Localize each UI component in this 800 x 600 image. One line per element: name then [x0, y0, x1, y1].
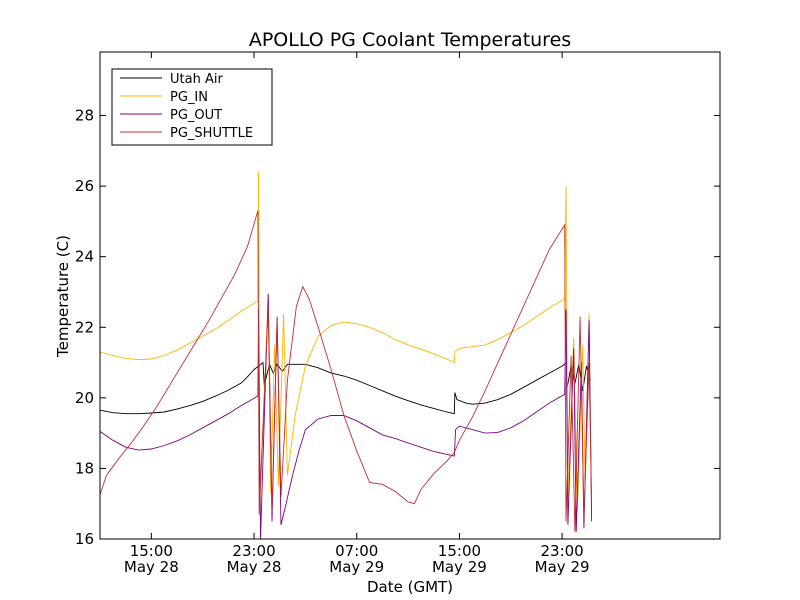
y-tick-label: 26: [75, 177, 94, 195]
x-tick-date-label: May 29: [535, 558, 590, 576]
series-layer: [100, 171, 593, 539]
legend: Utah Air PG_IN PG_OUT PG_SHUTTLE: [111, 68, 273, 146]
y-tick-label: 18: [75, 459, 94, 477]
legend-label: Utah Air: [170, 72, 223, 87]
y-axis-ticks: 16 18 20 22 24 26 28: [75, 107, 720, 548]
y-tick-label: 16: [75, 530, 94, 548]
y-axis-label: Temperature (C): [54, 235, 72, 358]
x-tick-time-label: 23:00: [232, 542, 275, 560]
legend-label: PG_OUT: [170, 108, 222, 123]
y-tick-label: 28: [75, 107, 94, 125]
x-tick-date-label: May 29: [329, 558, 384, 576]
series-line-pg-out: [100, 293, 593, 539]
x-tick-date-label: May 28: [124, 558, 179, 576]
legend-label: PG_IN: [170, 90, 208, 105]
chart-title: APOLLO PG Coolant Temperatures: [249, 29, 571, 51]
x-tick-time-label: 15:00: [130, 542, 173, 560]
series-line-pg-shuttle: [100, 210, 593, 532]
x-tick-time-label: 15:00: [438, 542, 481, 560]
x-tick-date-label: May 28: [227, 558, 282, 576]
y-tick-label: 20: [75, 389, 94, 407]
y-tick-label: 22: [75, 318, 94, 336]
x-tick-time-label: 23:00: [540, 542, 583, 560]
y-tick-label: 24: [75, 248, 94, 266]
plot-frame: [99, 51, 721, 540]
series-line-utah-air: [100, 361, 591, 415]
x-tick-time-label: 07:00: [335, 542, 378, 560]
series-line-pg-in: [100, 171, 593, 511]
x-axis-label: Date (GMT): [367, 578, 453, 596]
legend-label: PG_SHUTTLE: [170, 126, 253, 141]
x-tick-date-label: May 29: [432, 558, 487, 576]
